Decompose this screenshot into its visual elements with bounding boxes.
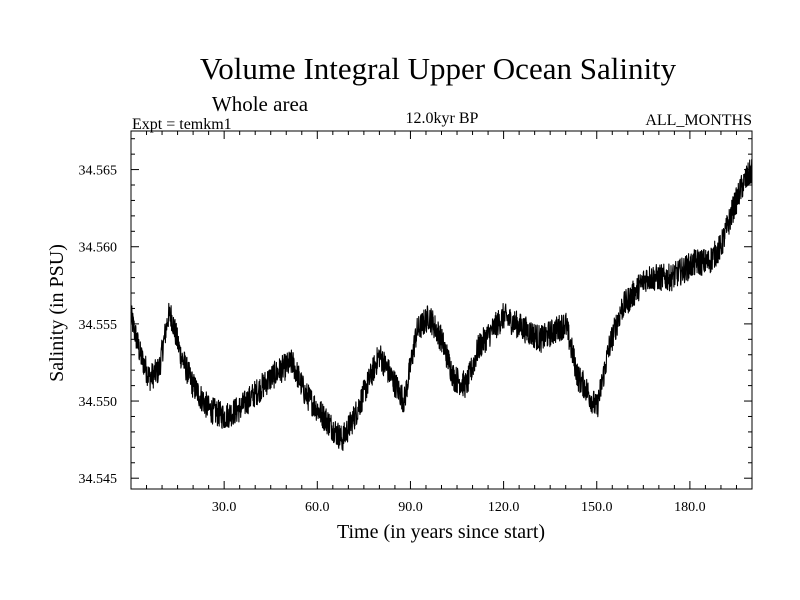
- y-tick-label: 34.555: [79, 318, 118, 333]
- x-tick-label: 90.0: [398, 500, 423, 515]
- series-line-salinity: [130, 159, 753, 452]
- x-tick-label: 150.0: [581, 500, 613, 515]
- tick-labels: 30.0 60.0 90.0 120.0 150.0 180.0 34.545 34.550 3…: [79, 164, 706, 515]
- y-axis-label: Salinity (in PSU): [46, 244, 68, 382]
- x-tick-label: 120.0: [488, 500, 520, 515]
- chart-title: Volume Integral Upper Ocean Salinity: [200, 51, 677, 86]
- x-tick-label: 30.0: [212, 500, 237, 515]
- y-tick-label: 34.565: [79, 164, 118, 179]
- period-label: 12.0kyr BP: [406, 110, 479, 127]
- chart-subtitle: Whole area: [212, 92, 309, 116]
- x-tick-label: 180.0: [674, 500, 706, 515]
- axis-ticks: [131, 131, 752, 489]
- y-tick-label: 34.550: [79, 395, 118, 410]
- y-tick-label: 34.545: [79, 472, 118, 487]
- experiment-label: Expt = temkm1: [132, 116, 232, 133]
- months-label: ALL_MONTHS: [645, 112, 752, 129]
- y-tick-label: 34.560: [79, 241, 118, 256]
- x-tick-label: 60.0: [305, 500, 330, 515]
- x-axis-label: Time (in years since start): [337, 521, 545, 543]
- plot-frame: [130, 130, 753, 490]
